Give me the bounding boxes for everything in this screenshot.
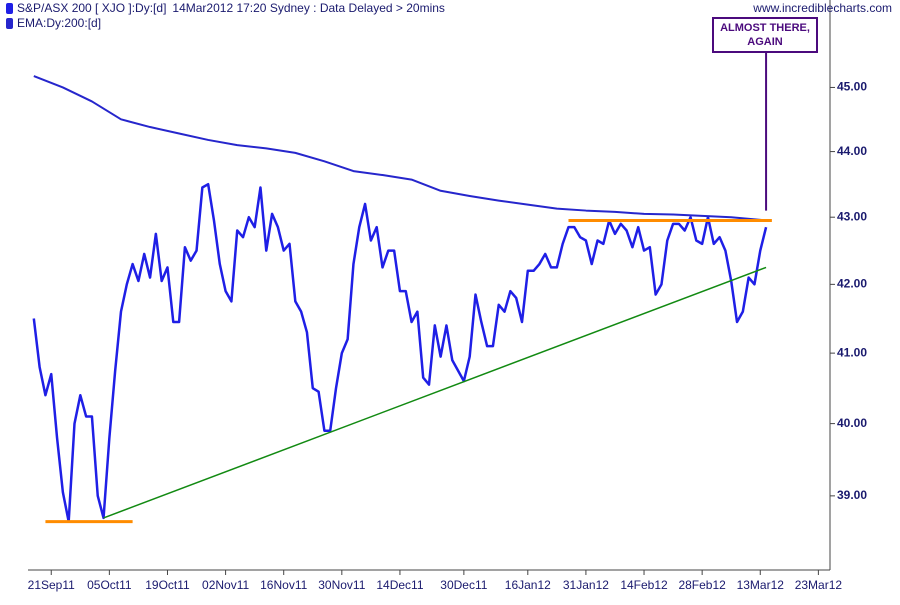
chart-subtitle: 14Mar2012 17:20 Sydney : Data Delayed > … bbox=[172, 1, 445, 15]
callout-box bbox=[712, 17, 818, 53]
x-tick-label: 02Nov11 bbox=[202, 578, 249, 592]
y-tick-label: 43.00 bbox=[837, 209, 867, 223]
x-tick-label: 19Oct11 bbox=[145, 578, 190, 592]
y-tick-label: 45.00 bbox=[837, 80, 867, 94]
x-tick-label: 30Dec11 bbox=[440, 578, 487, 592]
y-tick-label: 39.00 bbox=[837, 488, 867, 502]
x-tick-label: 23Mar12 bbox=[795, 578, 843, 592]
x-tick-label: 14Dec11 bbox=[376, 578, 423, 592]
x-tick-label: 21Sep11 bbox=[28, 578, 75, 592]
x-tick-label: 31Jan12 bbox=[563, 578, 609, 592]
watermark: www.incrediblecharts.com bbox=[752, 1, 892, 15]
legend-swatch bbox=[6, 18, 13, 29]
series-line bbox=[33, 75, 767, 222]
x-tick-label: 16Nov11 bbox=[260, 578, 307, 592]
y-tick-label: 40.00 bbox=[837, 416, 867, 430]
y-tick-label: 41.00 bbox=[837, 345, 867, 359]
x-tick-label: 30Nov11 bbox=[318, 578, 365, 592]
legend-swatch bbox=[6, 3, 13, 14]
y-tick-label: 42.00 bbox=[837, 277, 867, 291]
callout-text: AGAIN bbox=[747, 36, 783, 48]
legend-label: S&P/ASX 200 [ XJO ]:Dy:[d] bbox=[17, 1, 166, 15]
annotation-line bbox=[103, 266, 767, 519]
x-tick-label: 14Feb12 bbox=[620, 578, 668, 592]
y-tick-label: 44.00 bbox=[837, 144, 867, 158]
callout-text: ALMOST THERE, bbox=[720, 22, 810, 34]
x-tick-label: 05Oct11 bbox=[87, 578, 132, 592]
series-line bbox=[32, 182, 768, 523]
x-tick-label: 28Feb12 bbox=[678, 578, 726, 592]
legend-label: EMA:Dy:200:[d] bbox=[17, 16, 101, 30]
x-tick-label: 13Mar12 bbox=[737, 578, 785, 592]
x-tick-label: 16Jan12 bbox=[505, 578, 551, 592]
